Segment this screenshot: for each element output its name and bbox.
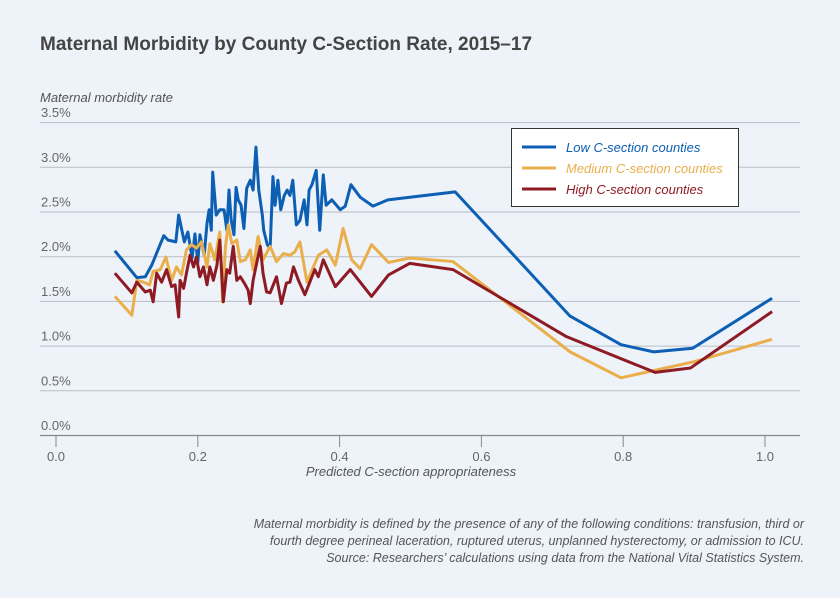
y-tick-label: 0.0% <box>41 418 71 433</box>
x-tick-label: 0.4 <box>331 449 349 464</box>
series-line-1 <box>113 223 773 380</box>
x-axis-label: Predicted C-section appropriateness <box>305 464 517 479</box>
x-tick-label: 1.0 <box>756 449 774 464</box>
y-tick-label: 3.0% <box>41 150 71 165</box>
legend-label: Low C-section counties <box>566 140 701 155</box>
footnote-line: fourth degree perineal laceration, ruptu… <box>269 534 804 548</box>
x-tick-label: 0.0 <box>47 449 65 464</box>
x-tick-label: 0.2 <box>189 449 207 464</box>
y-axis-label: Maternal morbidity rate <box>40 90 173 105</box>
footnote-line: Source: Researchers’ calculations using … <box>326 551 804 565</box>
y-tick-label: 3.5% <box>41 105 71 120</box>
y-tick-label: 1.5% <box>41 284 71 299</box>
series-line-0 <box>113 145 773 354</box>
y-tick-label: 1.0% <box>41 329 71 344</box>
x-tick-label: 0.6 <box>472 449 490 464</box>
y-tick-label: 2.5% <box>41 195 71 210</box>
legend-label: Medium C-section counties <box>566 161 723 176</box>
series-line-2 <box>113 238 773 374</box>
y-tick-label: 0.5% <box>41 373 71 388</box>
footnote: Maternal morbidity is defined by the pre… <box>254 516 804 567</box>
x-tick-label: 0.8 <box>614 449 632 464</box>
legend-label: High C-section counties <box>566 182 704 197</box>
y-tick-label: 2.0% <box>41 239 71 254</box>
chart-title: Maternal Morbidity by County C-Section R… <box>40 34 533 55</box>
footnote-line: Maternal morbidity is defined by the pre… <box>253 517 804 531</box>
